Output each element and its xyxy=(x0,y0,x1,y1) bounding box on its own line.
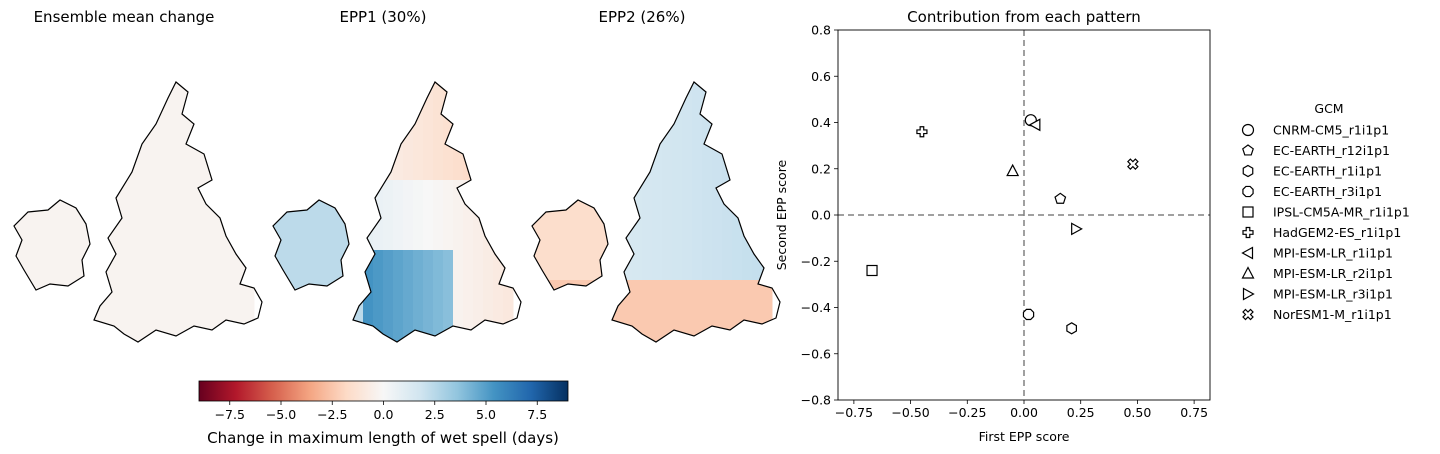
legend-entry-label: MPI-ESM-LR_r1i1p1 xyxy=(1273,246,1393,261)
legend-marker-square-icon xyxy=(1242,206,1254,218)
legend-title: GCM xyxy=(1314,101,1343,116)
y-tick-label: −0.2 xyxy=(801,254,831,269)
y-axis-label: Second EPP score xyxy=(774,159,789,270)
data-point-mpi-esm-lr-r3i1p1 xyxy=(1071,222,1083,236)
data-point-ipsl-cm5a-mr-r1i1p1 xyxy=(866,264,878,277)
legend-entry-label: EC-EARTH_r3i1p1 xyxy=(1273,184,1382,199)
legend-entry-label: CNRM-CM5_r1i1p1 xyxy=(1273,123,1389,138)
legend-marker-octagon-icon xyxy=(1242,185,1254,198)
data-point-noresm1-m-r1i1p1 xyxy=(1127,158,1139,170)
colorbar-tick-label: 5.0 xyxy=(476,407,496,422)
map-panel-2: EPP1 (30%) xyxy=(272,8,522,343)
y-tick-label: 0.0 xyxy=(811,208,831,223)
y-tick-label: −0.6 xyxy=(801,346,831,361)
legend-marker-pentagon-icon xyxy=(1242,144,1254,156)
colorbar-tick-label: 0.0 xyxy=(374,407,394,422)
x-axis-label: First EPP score xyxy=(979,429,1070,444)
y-tick-label: −0.8 xyxy=(801,393,831,408)
data-point-ec-earth-r1i1p1 xyxy=(1066,322,1077,335)
colorbar-tick-label: 7.5 xyxy=(527,407,547,422)
legend-marker-hexagon-icon xyxy=(1242,164,1254,178)
y-tick-label: 0.2 xyxy=(811,161,831,176)
legend-marker-plus-icon xyxy=(1242,226,1254,239)
map-title-1: Ensemble mean change xyxy=(34,8,215,26)
scatter-plot: Contribution from each pattern First EPP… xyxy=(774,8,1211,444)
data-point-ec-earth-r12i1p1 xyxy=(1054,192,1067,204)
x-tick-label: 0.25 xyxy=(1067,405,1095,420)
y-tick-label: 0.6 xyxy=(811,69,831,84)
x-tick-label: 0.00 xyxy=(1010,405,1038,420)
legend-entry-label: NorESM1-M_r1i1p1 xyxy=(1273,307,1392,322)
legend-marker-triangle-up-icon xyxy=(1241,266,1255,279)
colorbar-tick-label: 2.5 xyxy=(425,407,445,422)
legend-entry-label: MPI-ESM-LR_r2i1p1 xyxy=(1273,266,1393,281)
map-panel-3: EPP2 (26%) xyxy=(531,8,781,343)
legend-entry-label: EC-EARTH_r12i1p1 xyxy=(1273,143,1390,158)
legend: GCM CNRM-CM5_r1i1p1 EC-EARTH_r12i1p1 EC-EA… xyxy=(1241,101,1410,322)
colorbar-gradient xyxy=(198,380,569,402)
colorbar-label: Change in maximum length of wet spell (d… xyxy=(207,429,559,447)
legend-entry-label: EC-EARTH_r1i1p1 xyxy=(1273,164,1382,179)
legend-marker-triangle-left-icon xyxy=(1241,246,1254,260)
map-title-3: EPP2 (26%) xyxy=(599,8,686,26)
y-tick-label: 0.8 xyxy=(811,23,831,38)
data-point-mpi-esm-lr-r1i1p1 xyxy=(1028,118,1041,132)
colorbar-tick-label: −5.0 xyxy=(266,407,296,422)
y-tick-label: −0.4 xyxy=(801,300,831,315)
legend-entry-label: IPSL-CM5A-MR_r1i1p1 xyxy=(1273,205,1410,220)
colorbar: −7.5 −5.0 −2.5 0.0 2.5 5.0 7.5 xyxy=(198,380,569,422)
x-tick-label: 0.50 xyxy=(1123,405,1151,420)
colorbar-tick-label: −2.5 xyxy=(317,407,347,422)
x-tick-label: −0.50 xyxy=(891,405,929,420)
data-point-hadgem2-es-r1i1p1 xyxy=(916,126,928,138)
plot-frame xyxy=(837,29,1211,401)
map-title-2: EPP1 (30%) xyxy=(340,8,427,26)
x-tick-label: −0.75 xyxy=(835,405,873,420)
legend-marker-triangle-right-icon xyxy=(1242,287,1255,301)
x-tick-label: 0.75 xyxy=(1180,405,1208,420)
y-tick-label: 0.4 xyxy=(811,115,831,130)
data-point-ec-earth-r3i1p1 xyxy=(1022,308,1035,321)
map-panel-1: Ensemble mean change xyxy=(13,8,263,343)
data-point-mpi-esm-lr-r2i1p1 xyxy=(1006,163,1020,177)
maps-group: Ensemble mean change EPP1 (30%) EPP2 (26%) xyxy=(13,8,781,343)
legend-marker-x-filled-icon xyxy=(1242,308,1254,321)
legend-entry-label: MPI-ESM-LR_r3i1p1 xyxy=(1273,287,1393,302)
colorbar-tick-label: −7.5 xyxy=(215,407,245,422)
legend-entry-label: HadGEM2-ES_r1i1p1 xyxy=(1273,225,1401,240)
x-tick-label: −0.25 xyxy=(948,405,986,420)
legend-marker-circle-icon xyxy=(1241,123,1255,137)
chart-title: Contribution from each pattern xyxy=(907,8,1141,26)
